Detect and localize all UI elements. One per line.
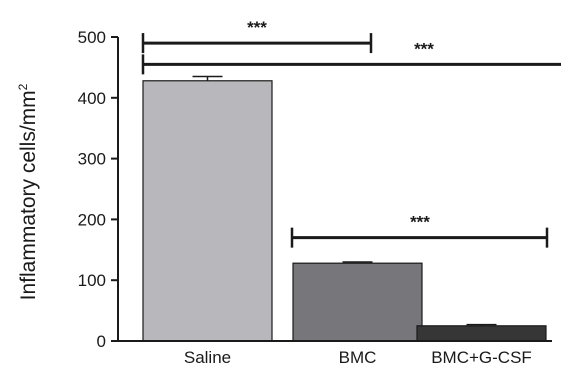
x-tick-label: BMC <box>339 348 377 367</box>
error-bars <box>192 75 497 326</box>
bar-saline <box>142 80 273 342</box>
y-axis: 0 100 200 300 400 500 <box>78 28 119 351</box>
bar-bmc-g-csf <box>416 325 547 342</box>
y-axis-label-superscript: 2 <box>16 83 30 90</box>
x-tick-label: BMC+G-CSF <box>431 348 532 367</box>
x-axis: Saline BMC BMC+G-CSF <box>118 340 552 367</box>
significance-label: *** <box>414 39 434 58</box>
y-tick-label: 100 <box>78 271 106 290</box>
y-tick-label: 200 <box>78 210 106 229</box>
y-tick-label: 500 <box>78 28 106 47</box>
y-tick-label: 400 <box>78 89 106 108</box>
significance-brackets: *** *** *** <box>141 18 561 248</box>
bars <box>142 80 547 342</box>
y-tick-label: 0 <box>97 332 106 351</box>
y-axis-label-main: Inflammatory cells/mm <box>17 90 40 300</box>
significance-label: *** <box>247 18 267 37</box>
significance-label: *** <box>410 213 430 232</box>
bar-bmc <box>292 262 423 342</box>
x-tick-label: Saline <box>184 348 231 367</box>
y-axis-label: Inflammatory cells/mm2 <box>16 83 40 300</box>
y-tick-label: 300 <box>78 150 106 169</box>
